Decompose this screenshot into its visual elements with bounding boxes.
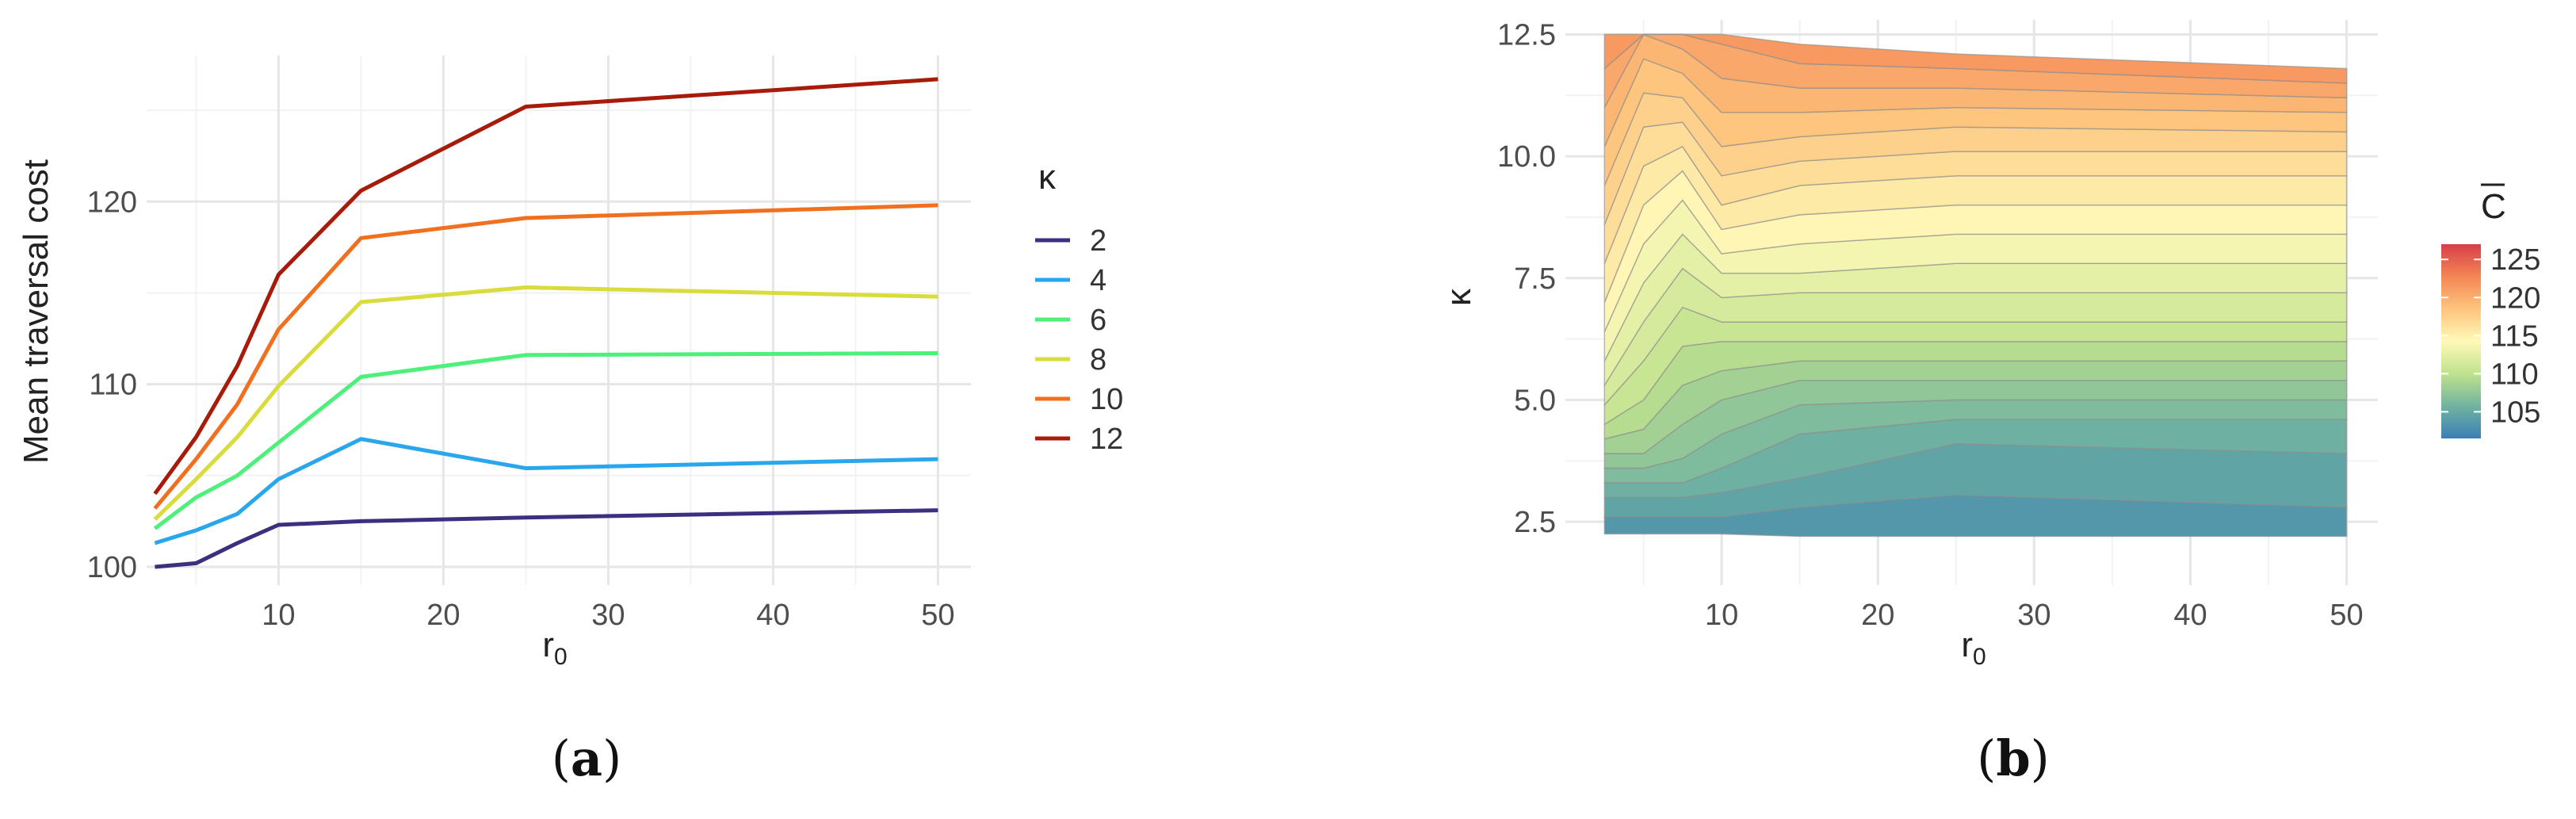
legend-label-kappa-8: 8 <box>1090 343 1106 377</box>
colorbar-tick-label: 125 <box>2490 243 2540 277</box>
panel-a-x-tick-label: 30 <box>591 599 625 632</box>
series-line-kappa-12 <box>153 77 938 496</box>
legend-label-kappa-10: 10 <box>1090 383 1123 416</box>
panel-a-x-tick-label: 10 <box>262 599 295 632</box>
panel-a-x-tick-label: 40 <box>756 599 789 632</box>
panel-a-x-tick-label: 50 <box>921 599 954 632</box>
panel-b-y-tick-label: 10.0 <box>1497 140 1556 174</box>
panel-a-y-tick-label: 100 <box>87 551 137 584</box>
panel-b-y-tick-label: 12.5 <box>1497 18 1556 52</box>
panel-b-colorbar <box>2441 244 2481 438</box>
colorbar-tick-label: 120 <box>2490 281 2540 315</box>
panel-b-filled-contours <box>1603 33 2348 538</box>
panel-a-x-axis-title: r0 <box>542 626 567 670</box>
panel-b-x-tick-label: 30 <box>2017 599 2050 632</box>
panel-b-contour-chart: 10 20 30 40 50 2.55.07.510.012.5 r0 κ C 1051… <box>1439 18 2540 787</box>
series-line-kappa-2 <box>155 508 938 569</box>
panel-b-y-axis-title: κ <box>1439 288 1478 306</box>
panel-b-legend-title: C <box>2481 187 2506 226</box>
panel-a-x-tick-label: 20 <box>426 599 460 632</box>
panel-a-y-axis-title: Mean traversal cost <box>17 159 55 464</box>
panel-b-x-tick-labels: 10 20 30 40 50 <box>1705 599 2364 632</box>
colorbar-tick-label: 110 <box>2490 358 2539 391</box>
panel-a-legend-items: 2 4 6 8 10 12 <box>1035 224 1123 456</box>
panel-b-y-tick-labels: 2.5 5.0 7.5 10.0 12.5 <box>1497 18 1556 539</box>
panel-a-label: (a) <box>552 729 622 787</box>
panel-a-gridlines <box>147 55 971 585</box>
panel-a-y-tick-label: 110 <box>89 369 137 402</box>
legend-label-kappa-2: 2 <box>1090 224 1106 258</box>
panel-b-x-tick-label: 20 <box>1861 599 1894 632</box>
panel-b-colorbar-ticks: 105 110 115 120 125 <box>2441 243 2540 429</box>
panel-b-x-axis-title: r0 <box>1961 626 1986 670</box>
panel-b-label: (b) <box>1977 729 2050 787</box>
legend-label-kappa-4: 4 <box>1090 264 1106 297</box>
panel-a-y-tick-labels: 100 110 120 <box>87 186 137 584</box>
panel-a-legend: κ 2 4 6 8 10 12 <box>1035 158 1123 456</box>
legend-label-kappa-6: 6 <box>1090 304 1106 337</box>
panel-b-x-tick-label: 10 <box>1705 599 1738 632</box>
panel-a-x-tick-labels: 10 20 30 40 50 <box>262 599 954 632</box>
colorbar-tick-label: 115 <box>2490 320 2539 353</box>
panel-b-x-tick-label: 40 <box>2173 599 2207 632</box>
contour-band-121-122 <box>1603 33 2348 84</box>
panel-a-legend-title: κ <box>1038 158 1057 197</box>
series-line-kappa-4 <box>154 437 938 545</box>
panel-a-y-tick-label: 120 <box>87 186 137 219</box>
panel-a-line-chart: 10 20 30 40 50 100 110 120 r0 Mean traversal c… <box>17 55 1123 787</box>
panel-b-y-tick-label: 7.5 <box>1514 262 1556 296</box>
series-line-kappa-10 <box>153 203 938 510</box>
series-line-kappa-8 <box>153 285 938 521</box>
panel-a-series-lines <box>153 77 938 569</box>
series-line-kappa-6 <box>153 351 938 530</box>
panel-b-colorbar-legend: C 105 110 115 120 125 <box>2441 183 2540 438</box>
legend-label-kappa-12: 12 <box>1090 423 1123 456</box>
panel-b-y-tick-label: 2.5 <box>1514 506 1556 539</box>
panel-b-x-tick-label: 50 <box>2329 599 2363 632</box>
colorbar-tick-label: 105 <box>2490 396 2540 429</box>
panel-b-y-tick-label: 5.0 <box>1514 384 1556 417</box>
